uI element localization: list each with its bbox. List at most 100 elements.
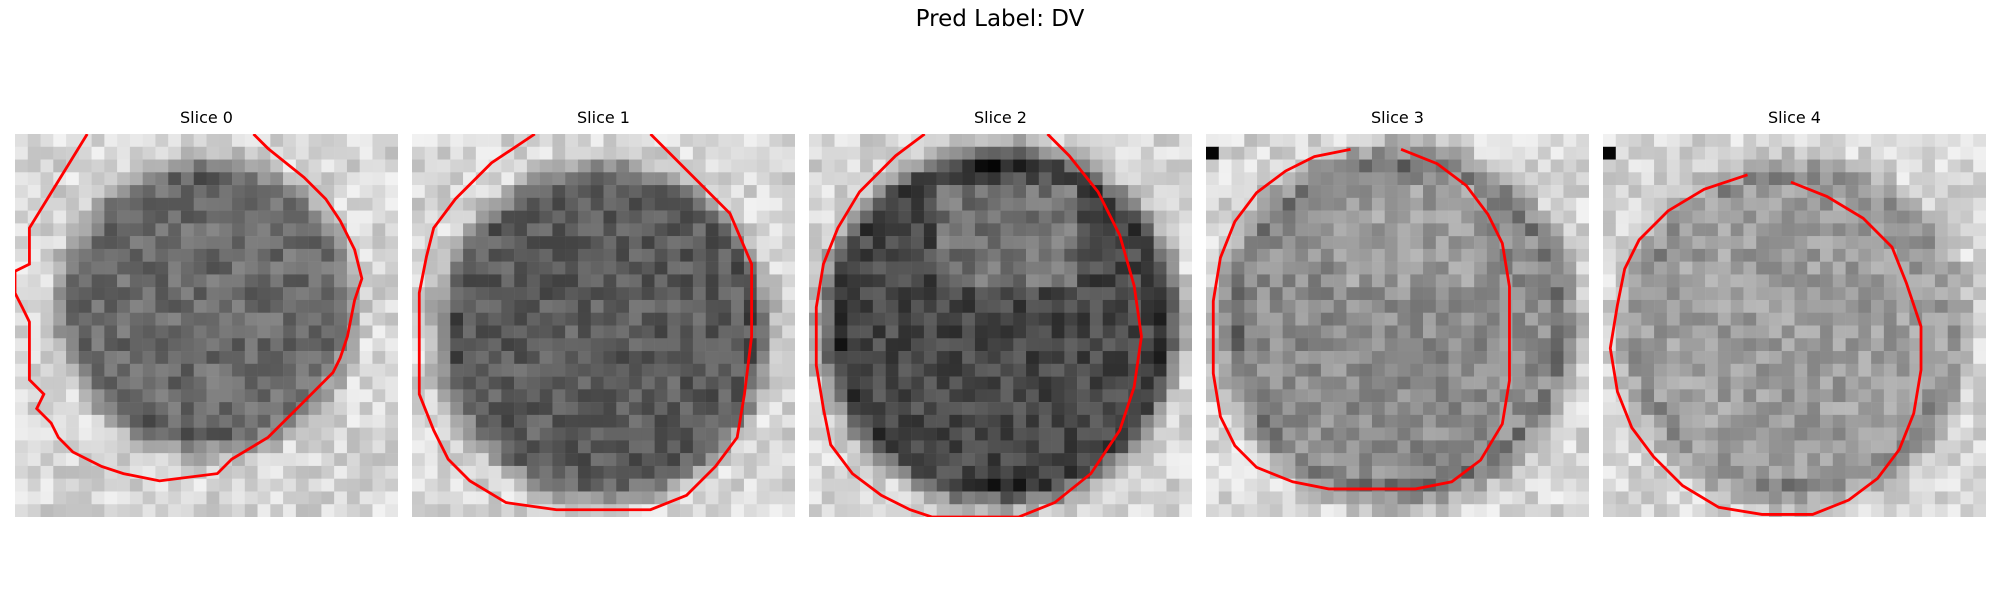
slice-pixel bbox=[1461, 453, 1475, 467]
slice-pixel bbox=[1641, 248, 1655, 262]
slice-pixel bbox=[590, 338, 604, 352]
slice-pixel bbox=[1153, 312, 1167, 326]
slice-pixel bbox=[232, 185, 246, 199]
slice-pixel bbox=[450, 210, 464, 224]
slice-pixel bbox=[15, 197, 29, 211]
slice-pixel bbox=[1474, 299, 1488, 313]
slice-pixel bbox=[168, 223, 182, 237]
slice-pixel bbox=[1896, 491, 1910, 505]
slice-pixel bbox=[1807, 312, 1821, 326]
slice-pixel bbox=[782, 159, 795, 173]
slice-pixel bbox=[1820, 389, 1834, 403]
slice-pixel bbox=[334, 389, 348, 403]
slice-pixel bbox=[1909, 274, 1923, 288]
slice-pixel bbox=[1359, 440, 1373, 454]
slice-pixel bbox=[27, 414, 41, 428]
slice-pixel bbox=[962, 223, 976, 237]
slice-pixel bbox=[629, 223, 643, 237]
slice-pixel bbox=[1384, 491, 1398, 505]
slice-pixel bbox=[769, 414, 783, 428]
slice-pixel bbox=[769, 299, 783, 313]
slice-pixel bbox=[1717, 325, 1731, 339]
slice-pixel bbox=[142, 210, 156, 224]
slice-pixel bbox=[1679, 185, 1693, 199]
slice-pixel bbox=[1474, 274, 1488, 288]
slice-pixel bbox=[1820, 478, 1834, 492]
slice-pixel bbox=[974, 159, 988, 173]
slice-pixel bbox=[78, 287, 92, 301]
slice-pixel bbox=[1820, 248, 1834, 262]
slice-pixel bbox=[117, 146, 131, 160]
slice-pixel bbox=[1000, 491, 1014, 505]
slice-pixel bbox=[577, 236, 591, 250]
slice-pixel bbox=[1576, 134, 1589, 148]
slice-pixel bbox=[1244, 389, 1258, 403]
slice-pixel bbox=[705, 146, 719, 160]
slice-pixel bbox=[129, 351, 143, 365]
slice-pixel bbox=[1308, 134, 1322, 148]
slice-pixel bbox=[129, 453, 143, 467]
slice-pixel bbox=[1692, 504, 1706, 517]
slice-pixel bbox=[232, 287, 246, 301]
slice-pixel bbox=[1756, 248, 1770, 262]
slice-pixel bbox=[117, 491, 131, 505]
slice-pixel bbox=[1794, 389, 1808, 403]
slice-pixel bbox=[1089, 274, 1103, 288]
slice-pixel bbox=[1615, 440, 1629, 454]
slice-pixel bbox=[1115, 504, 1129, 517]
slice-pixel bbox=[898, 299, 912, 313]
slice-pixel bbox=[667, 299, 681, 313]
slice-pixel bbox=[1858, 134, 1872, 148]
slice-pixel bbox=[514, 299, 528, 313]
slice-pixel bbox=[1512, 402, 1526, 416]
slice-pixel bbox=[1269, 363, 1283, 377]
slice-pixel bbox=[1179, 299, 1192, 313]
slice-pixel bbox=[1077, 504, 1091, 517]
slice-pixel bbox=[1550, 185, 1564, 199]
slice-pixel bbox=[1051, 338, 1065, 352]
slice-pixel bbox=[1603, 197, 1617, 211]
slice-pixel bbox=[40, 287, 54, 301]
slice-pixel bbox=[78, 389, 92, 403]
slice-pixel bbox=[949, 261, 963, 275]
slice-pixel bbox=[1871, 236, 1885, 250]
slice-pixel bbox=[1947, 402, 1961, 416]
slice-pixel bbox=[782, 185, 795, 199]
slice-pixel bbox=[283, 351, 297, 365]
slice-pixel bbox=[590, 236, 604, 250]
slice-pixel bbox=[539, 210, 553, 224]
slice-pixel bbox=[450, 325, 464, 339]
slice-pixel bbox=[1064, 134, 1078, 148]
slice-pixel bbox=[193, 146, 207, 160]
slice-pixel bbox=[1896, 325, 1910, 339]
slice-pixel bbox=[526, 465, 540, 479]
slice-pixel bbox=[1423, 185, 1437, 199]
slice-pixel bbox=[1179, 427, 1192, 441]
slice-pixel bbox=[1333, 197, 1347, 211]
slice-pixel bbox=[514, 389, 528, 403]
slice-pixel bbox=[923, 172, 937, 186]
slice-pixel bbox=[769, 376, 783, 390]
slice-pixel bbox=[1563, 389, 1577, 403]
slice-pixel bbox=[1909, 159, 1923, 173]
slice-pixel bbox=[206, 287, 220, 301]
slice-pixel bbox=[1359, 134, 1373, 148]
slice-pixel bbox=[412, 236, 426, 250]
slice-pixel bbox=[437, 389, 451, 403]
slice-pixel bbox=[346, 363, 360, 377]
slice-pixel bbox=[1474, 363, 1488, 377]
slice-pixel bbox=[1179, 312, 1192, 326]
slice-pixel bbox=[1896, 389, 1910, 403]
slice-pixel bbox=[1563, 478, 1577, 492]
slice-pixel bbox=[270, 325, 284, 339]
slice-pixel bbox=[488, 299, 502, 313]
slice-pixel bbox=[1486, 376, 1500, 390]
slice-pixel bbox=[1883, 491, 1897, 505]
slice-pixel bbox=[1257, 274, 1271, 288]
slice-pixel bbox=[1705, 453, 1719, 467]
slice-pixel bbox=[155, 363, 169, 377]
slice-pixel bbox=[552, 440, 566, 454]
slice-pixel bbox=[743, 236, 757, 250]
slice-pixel bbox=[501, 465, 515, 479]
slice-pixel bbox=[577, 427, 591, 441]
